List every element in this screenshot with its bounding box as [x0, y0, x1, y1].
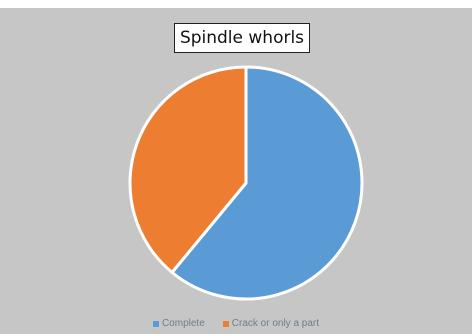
pie-slice-crack [128, 65, 248, 274]
chart-title: Spindle whorls [179, 28, 305, 48]
pie-slice-complete [170, 65, 364, 301]
legend-label-crack: Crack or only a part [231, 318, 320, 329]
chart-area: Spindle whorls Complete Crack or only a … [0, 8, 472, 334]
legend-swatch-complete [152, 320, 159, 327]
chart-legend: Complete Crack or only a part [0, 318, 472, 329]
legend-swatch-crack [222, 320, 229, 327]
pie-chart [128, 65, 364, 301]
legend-item-complete: Complete [152, 318, 205, 329]
chart-title-box: Spindle whorls [174, 23, 310, 53]
legend-item-crack: Crack or only a part [222, 318, 320, 329]
legend-label-complete: Complete [161, 318, 205, 329]
